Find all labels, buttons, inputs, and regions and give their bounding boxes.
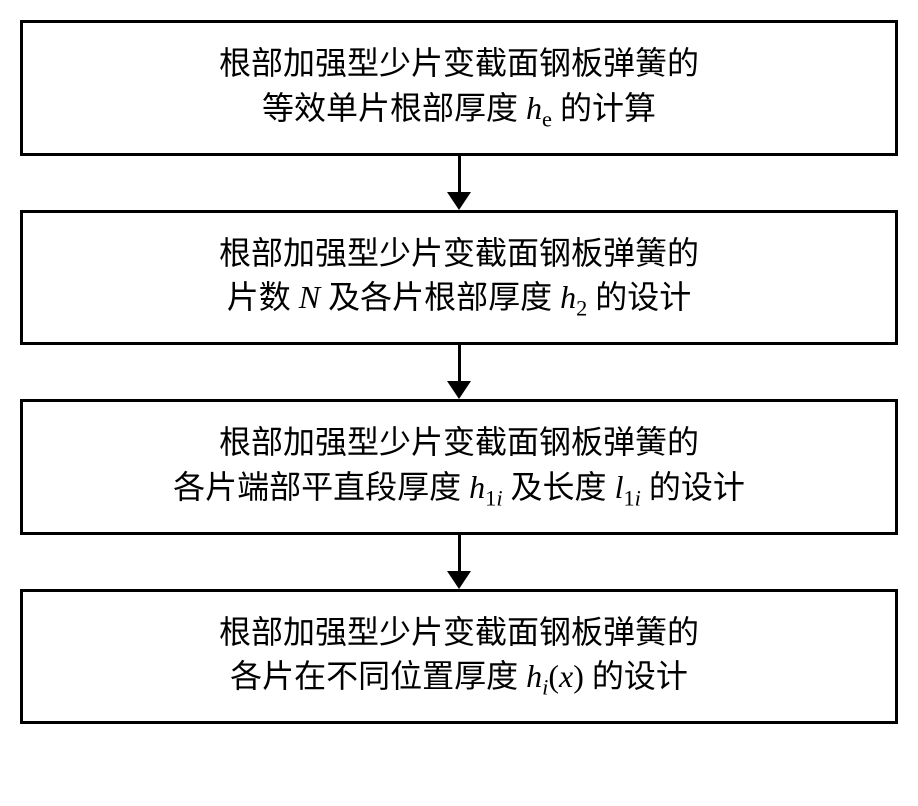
arrow-head: [447, 192, 471, 210]
step-4-line-2: 各片在不同位置厚度 hi(x) 的设计: [43, 654, 875, 703]
text: 片数: [227, 279, 299, 315]
variable-x: x: [559, 658, 573, 694]
subscript-1: 1: [485, 485, 496, 510]
text: 根部加强型少片变截面钢板弹簧的: [219, 235, 699, 271]
step-1-box: 根部加强型少片变截面钢板弹簧的 等效单片根部厚度 he 的计算: [20, 20, 898, 156]
text: 及各片根部厚度: [320, 279, 560, 315]
step-2-box: 根部加强型少片变截面钢板弹簧的 片数 N 及各片根部厚度 h2 的设计: [20, 210, 898, 346]
step-1-line-2: 等效单片根部厚度 he 的计算: [43, 86, 875, 135]
text: 的设计: [641, 469, 745, 505]
variable-h: h: [526, 90, 542, 126]
step-3-box: 根部加强型少片变截面钢板弹簧的 各片端部平直段厚度 h1i 及长度 l1i 的设…: [20, 399, 898, 535]
variable-h: h: [560, 279, 576, 315]
text: 的设计: [584, 658, 688, 694]
step-3-line-1: 根部加强型少片变截面钢板弹簧的: [43, 420, 875, 465]
text: 根部加强型少片变截面钢板弹簧的: [219, 614, 699, 650]
subscript-2: 2: [576, 296, 587, 321]
text: 的计算: [552, 90, 656, 126]
text: 的设计: [587, 279, 691, 315]
variable-h: h: [469, 469, 485, 505]
arrow-shaft: [458, 156, 461, 192]
flowchart-container: 根部加强型少片变截面钢板弹簧的 等效单片根部厚度 he 的计算 根部加强型少片变…: [20, 20, 898, 724]
arrow-1: [447, 156, 471, 210]
arrow-head: [447, 571, 471, 589]
text: 及长度: [503, 469, 615, 505]
step-4-box: 根部加强型少片变截面钢板弹簧的 各片在不同位置厚度 hi(x) 的设计: [20, 589, 898, 725]
arrow-shaft: [458, 535, 461, 571]
step-2-line-1: 根部加强型少片变截面钢板弹簧的: [43, 231, 875, 276]
variable-N: N: [299, 279, 320, 315]
subscript-1: 1: [623, 485, 634, 510]
step-3-line-2: 各片端部平直段厚度 h1i 及长度 l1i 的设计: [43, 465, 875, 514]
paren: ): [573, 658, 584, 694]
subscript-e: e: [542, 106, 552, 131]
text: 各片端部平直段厚度: [173, 469, 469, 505]
arrow-head: [447, 381, 471, 399]
text: 等效单片根部厚度: [262, 90, 526, 126]
step-2-line-2: 片数 N 及各片根部厚度 h2 的设计: [43, 275, 875, 324]
step-1-line-1: 根部加强型少片变截面钢板弹簧的: [43, 41, 875, 86]
text: 各片在不同位置厚度: [230, 658, 526, 694]
arrow-3: [447, 535, 471, 589]
step-4-line-1: 根部加强型少片变截面钢板弹簧的: [43, 610, 875, 655]
arrow-shaft: [458, 345, 461, 381]
variable-h: h: [526, 658, 542, 694]
text: 根部加强型少片变截面钢板弹簧的: [219, 424, 699, 460]
text: 根部加强型少片变截面钢板弹簧的: [219, 45, 699, 81]
paren: (: [548, 658, 559, 694]
arrow-2: [447, 345, 471, 399]
